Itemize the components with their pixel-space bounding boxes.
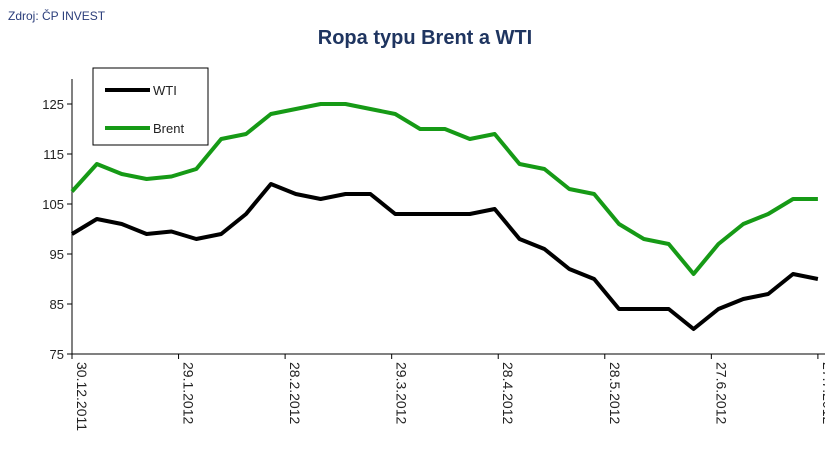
line <box>70 182 819 331</box>
x-tick-label: 28.2.2012 <box>287 362 303 424</box>
x-tick-label: 28.4.2012 <box>500 362 516 424</box>
y-tick-label: 105 <box>42 197 64 212</box>
y-tick-label: 95 <box>50 247 64 262</box>
x-tick-label: 30.12.2011 <box>74 362 90 431</box>
y-tick-label: 125 <box>42 97 64 112</box>
y-tick-label: 75 <box>50 347 64 362</box>
x-tick-label: 27.6.2012 <box>713 362 729 424</box>
line <box>70 102 818 276</box>
legend: WTI Brent <box>92 67 209 146</box>
legend-label: WTI <box>153 83 177 98</box>
chart-title: Ropa typu Brent a WTI <box>318 27 532 49</box>
x-tick-label: 28.5.2012 <box>607 362 623 424</box>
legend-box <box>92 67 209 146</box>
legend-label: Brent <box>153 121 184 136</box>
x-tick-label: 27.7.2012 <box>820 362 825 424</box>
x-tick-label: 29.1.2012 <box>181 362 197 424</box>
x-tick-label: 29.3.2012 <box>394 362 410 424</box>
y-tick-label: 85 <box>50 297 64 312</box>
y-tick-label: 115 <box>43 147 64 162</box>
source: Zdroj: ČP INVEST <box>8 8 106 23</box>
